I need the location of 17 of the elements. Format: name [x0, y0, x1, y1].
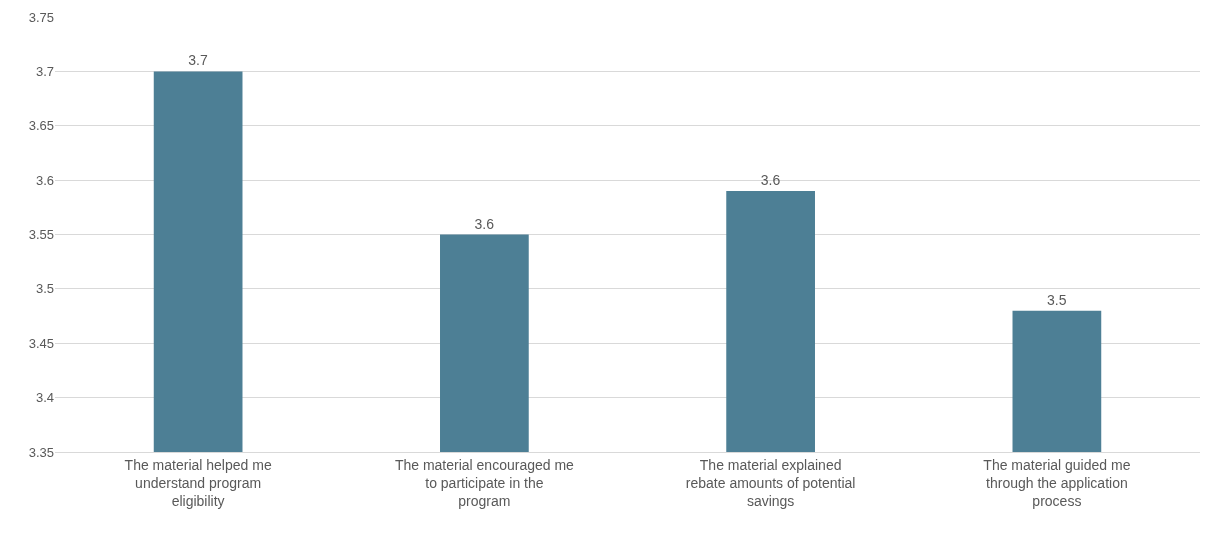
data-label: 3.5 [1047, 291, 1067, 308]
data-label: 3.6 [474, 215, 495, 232]
x-tick-label: The material encouraged me to participate in the program [394, 456, 575, 510]
y-tick-label: 3.45 [28, 335, 54, 351]
y-tick-label: 3.75 [28, 9, 54, 25]
y-tick-label: 3.7 [35, 63, 54, 79]
y-tick-label: 3.4 [35, 390, 54, 406]
x-tick-label: The material helped me understand program eligibility [124, 456, 272, 510]
data-label: 3.6 [760, 172, 781, 188]
y-tick-label: 3.35 [28, 444, 54, 460]
y-tick-label: 3.5 [35, 281, 54, 297]
y-tick-label: 3.6 [35, 172, 54, 188]
y-tick-label: 3.55 [28, 227, 54, 243]
x-tick-label: The material explained rebate amounts of potential savings [685, 456, 856, 510]
x-tick-label: The material guided me through the application process [983, 456, 1131, 510]
data-label: 3.7 [188, 52, 208, 69]
y-tick-label: 3.65 [28, 118, 54, 134]
